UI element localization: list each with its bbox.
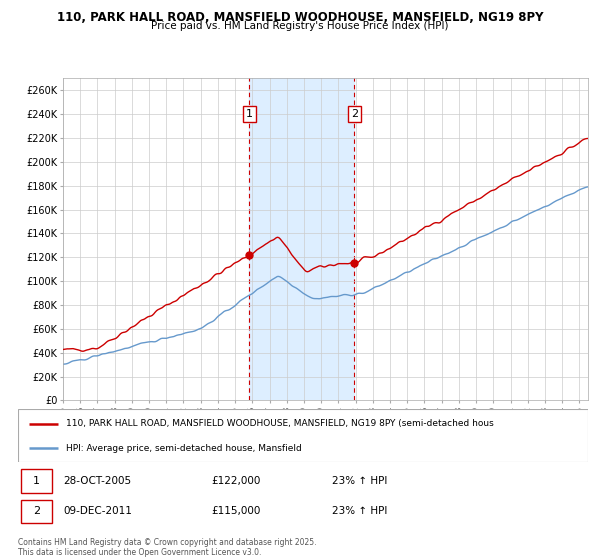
Text: 23% ↑ HPI: 23% ↑ HPI xyxy=(331,506,387,516)
Text: 09-DEC-2011: 09-DEC-2011 xyxy=(64,506,133,516)
FancyBboxPatch shape xyxy=(21,500,52,524)
FancyBboxPatch shape xyxy=(18,409,588,462)
Text: HPI: Average price, semi-detached house, Mansfield: HPI: Average price, semi-detached house,… xyxy=(67,444,302,452)
Text: 2: 2 xyxy=(350,109,358,119)
Text: 23% ↑ HPI: 23% ↑ HPI xyxy=(331,476,387,486)
Text: Contains HM Land Registry data © Crown copyright and database right 2025.
This d: Contains HM Land Registry data © Crown c… xyxy=(18,538,317,557)
Text: 110, PARK HALL ROAD, MANSFIELD WOODHOUSE, MANSFIELD, NG19 8PY (semi-detached hou: 110, PARK HALL ROAD, MANSFIELD WOODHOUSE… xyxy=(67,419,494,428)
Text: 1: 1 xyxy=(33,476,40,486)
Text: 110, PARK HALL ROAD, MANSFIELD WOODHOUSE, MANSFIELD, NG19 8PY: 110, PARK HALL ROAD, MANSFIELD WOODHOUSE… xyxy=(57,11,543,24)
Text: £115,000: £115,000 xyxy=(212,506,261,516)
Text: 28-OCT-2005: 28-OCT-2005 xyxy=(64,476,132,486)
Text: £122,000: £122,000 xyxy=(212,476,261,486)
Text: 2: 2 xyxy=(32,506,40,516)
FancyBboxPatch shape xyxy=(21,469,52,493)
Text: 1: 1 xyxy=(246,109,253,119)
Text: Price paid vs. HM Land Registry's House Price Index (HPI): Price paid vs. HM Land Registry's House … xyxy=(151,21,449,31)
Bar xyxy=(250,78,354,400)
